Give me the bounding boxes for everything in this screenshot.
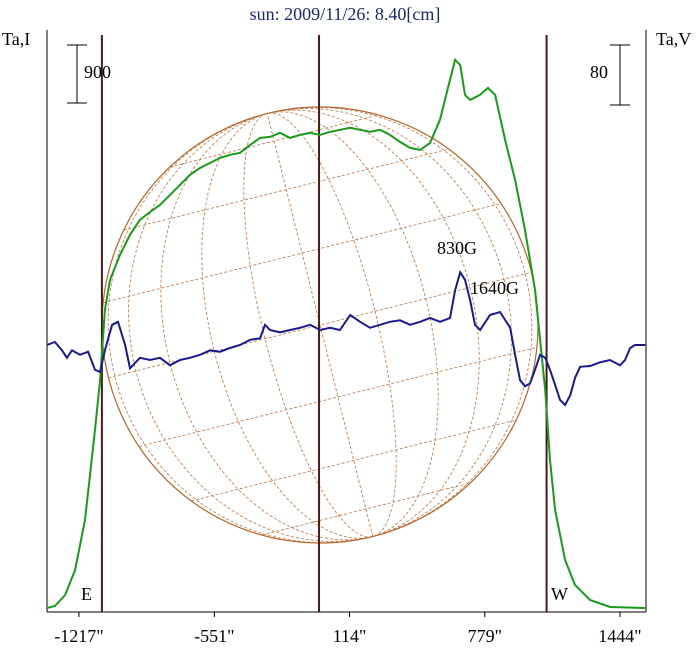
x-tick-label: -1217" (54, 626, 103, 646)
scale-bar-label: 80 (590, 62, 608, 82)
parallel (103, 203, 502, 304)
scale-bar-label: 900 (84, 62, 111, 82)
y-axis-label: Ta,I (2, 29, 30, 49)
annotation: W (551, 584, 568, 604)
series-line (46, 269, 646, 407)
chart-title: sun: 2009/11/26: 8.40[cm] (250, 4, 441, 24)
annotation: E (81, 584, 92, 604)
annotation: 1640G (470, 278, 519, 298)
parallel (169, 114, 379, 168)
series-line (46, 57, 646, 609)
meridian (243, 112, 397, 538)
x-tick-label: 779" (468, 626, 502, 646)
parallel (261, 482, 471, 536)
parallel (191, 419, 517, 502)
parallel (138, 346, 537, 447)
parallel (123, 148, 449, 231)
x-tick-label: 114" (333, 626, 367, 646)
x-tick-label: 1444" (598, 626, 641, 646)
x-tick-label: -551" (194, 626, 234, 646)
y2-axis-label: Ta,V (656, 29, 691, 49)
annotation: 830G (437, 238, 477, 258)
